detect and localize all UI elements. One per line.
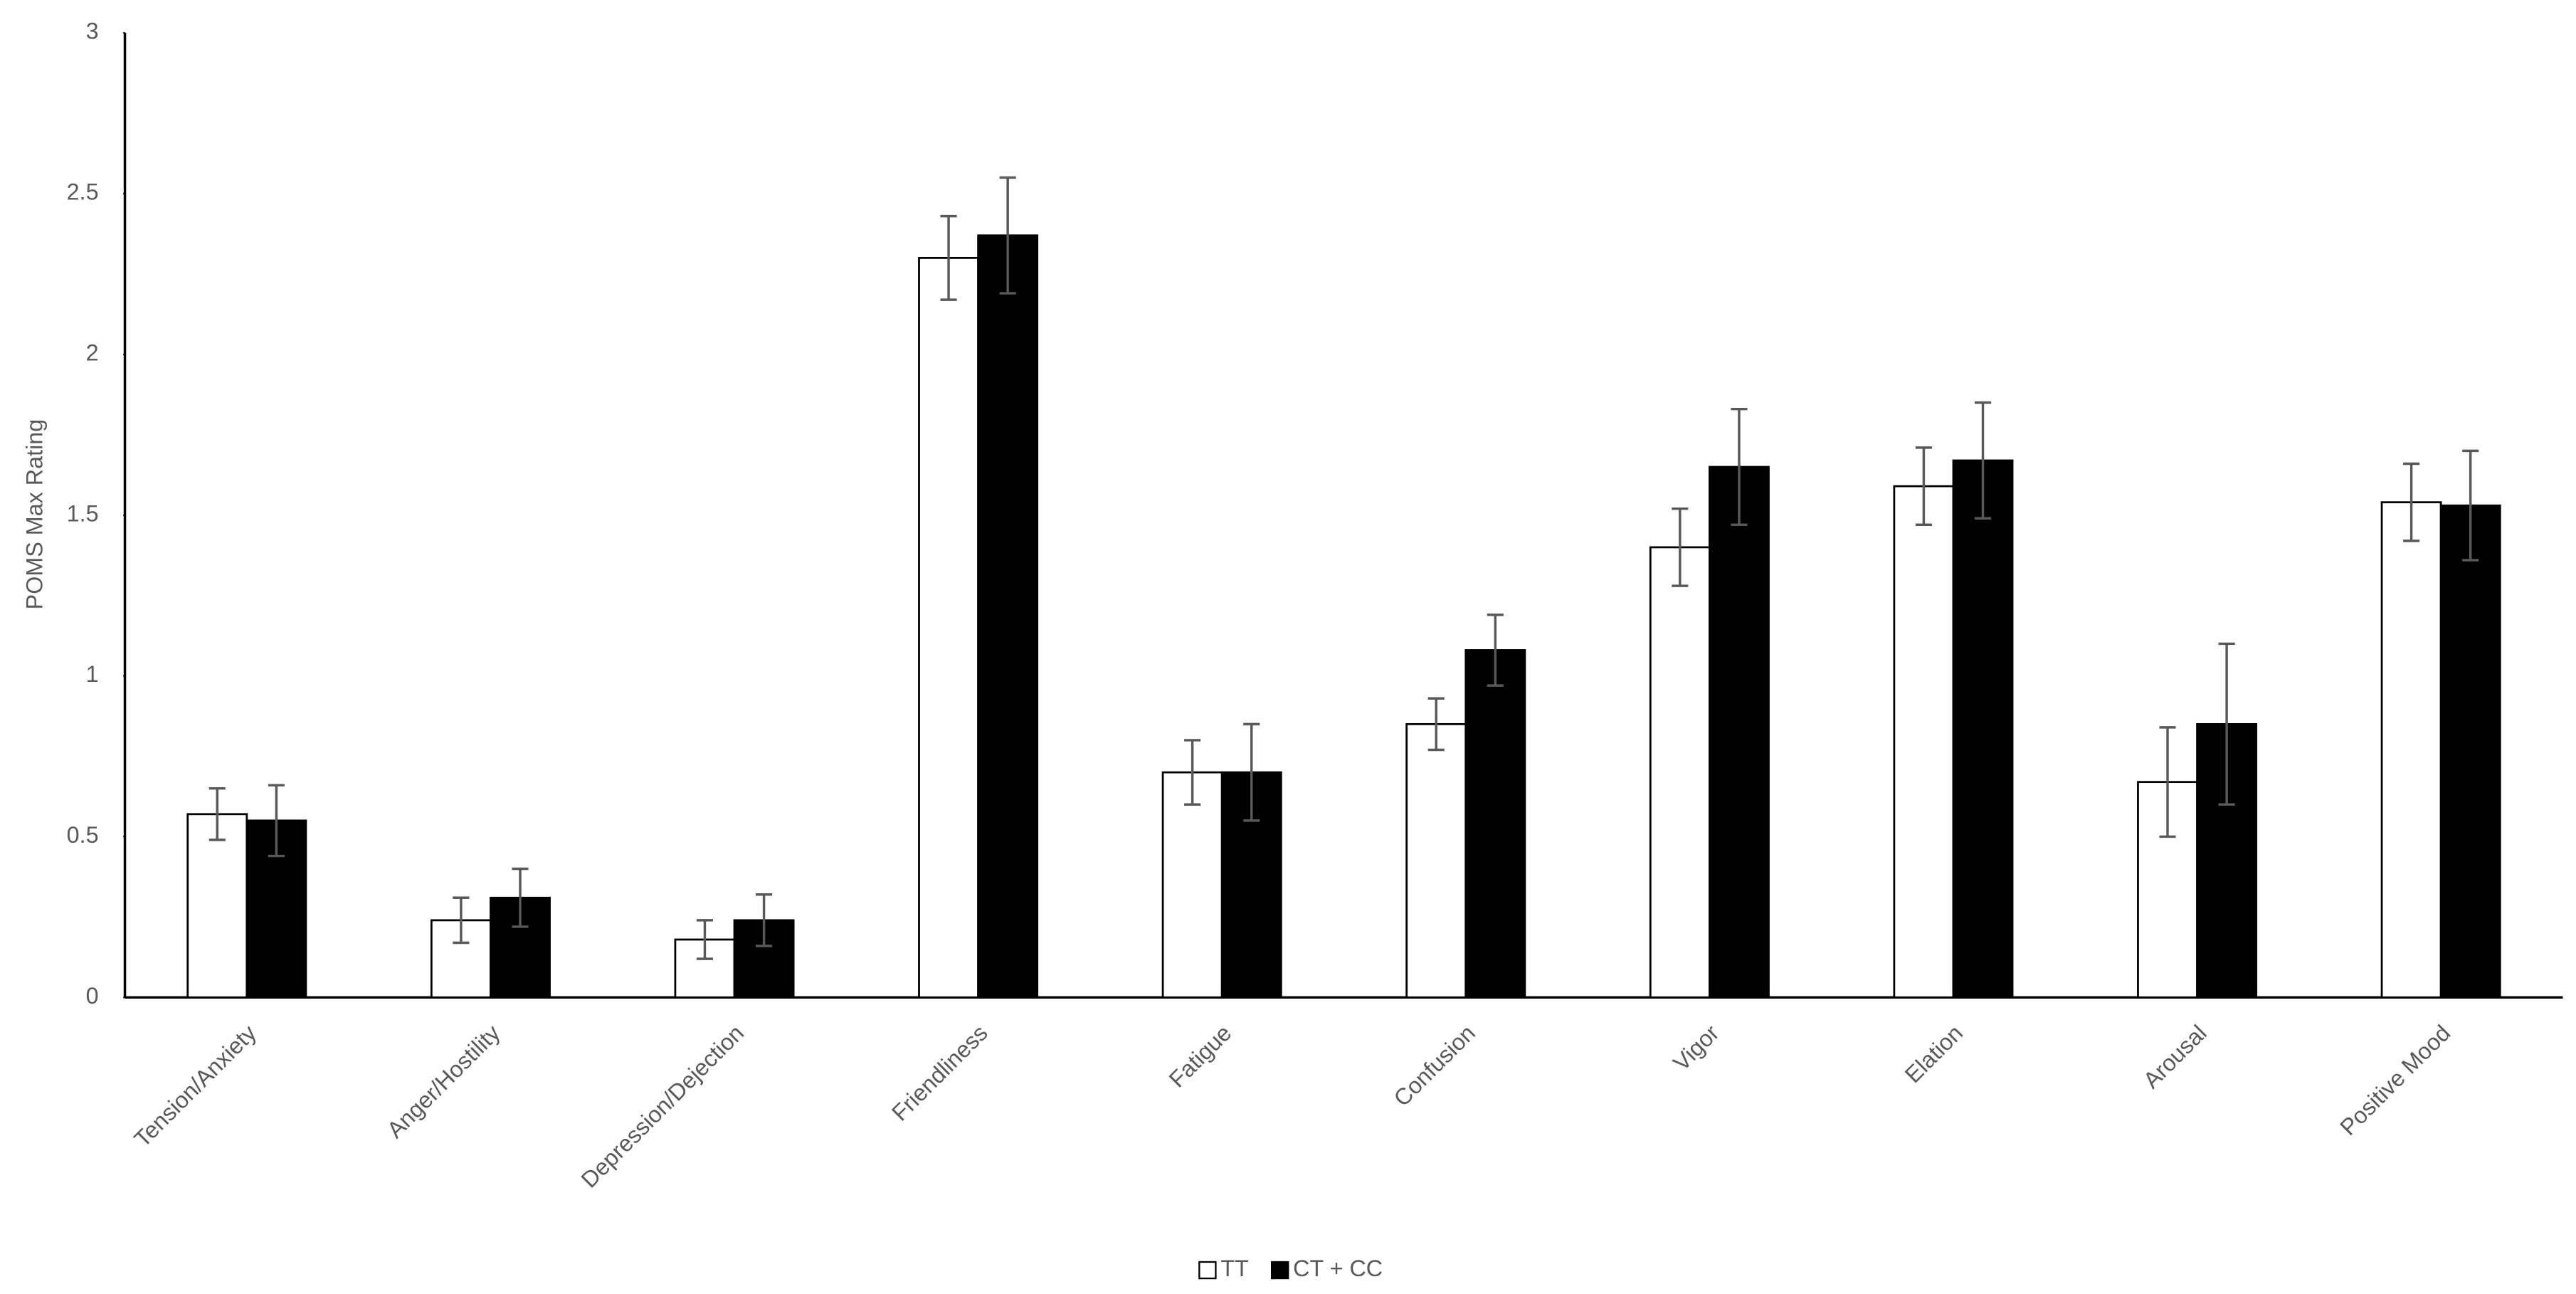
bar bbox=[1161, 771, 1223, 999]
error-bar bbox=[268, 784, 285, 858]
bar bbox=[186, 813, 248, 999]
error-bar bbox=[1731, 407, 1748, 527]
error-bar bbox=[2159, 726, 2176, 838]
bar bbox=[1649, 546, 1711, 999]
error-bar bbox=[1487, 614, 1504, 687]
y-tick-label: 0.5 bbox=[67, 822, 99, 848]
bar bbox=[977, 234, 1039, 999]
y-tick-label: 1.5 bbox=[67, 500, 99, 526]
legend-swatch bbox=[1270, 1261, 1289, 1280]
error-bar bbox=[696, 919, 714, 960]
error-bar bbox=[2218, 642, 2235, 806]
error-bar bbox=[999, 176, 1016, 295]
bar bbox=[918, 256, 979, 999]
y-tick-label: 0 bbox=[86, 983, 99, 1009]
bar bbox=[1893, 485, 1955, 999]
error-bar bbox=[512, 867, 529, 928]
error-bar bbox=[1243, 722, 1260, 822]
error-bar bbox=[208, 787, 226, 841]
bar bbox=[1464, 649, 1526, 999]
bar bbox=[2380, 501, 2442, 999]
error-bar bbox=[2403, 462, 2420, 542]
legend-swatch bbox=[1198, 1261, 1217, 1280]
bar bbox=[1405, 722, 1467, 999]
y-tick-label: 1 bbox=[86, 661, 99, 687]
error-bar bbox=[2462, 449, 2479, 562]
error-bar bbox=[1974, 401, 1992, 520]
error-bar bbox=[756, 893, 773, 947]
bar bbox=[2439, 504, 2501, 999]
error-bar bbox=[1184, 739, 1201, 806]
bar bbox=[1708, 465, 1770, 999]
legend-label: TT bbox=[1220, 1256, 1248, 1281]
error-bar bbox=[453, 896, 470, 945]
error-bar bbox=[940, 214, 957, 301]
error-bar bbox=[1915, 446, 1932, 527]
y-axis-title: POMS Max Rating bbox=[21, 419, 47, 610]
y-tick-label: 3 bbox=[86, 19, 99, 44]
y-tick-label: 2 bbox=[86, 340, 99, 365]
bar bbox=[1952, 459, 2014, 999]
legend-label: CT + CC bbox=[1293, 1256, 1383, 1281]
error-bar bbox=[1427, 697, 1445, 752]
error-bar bbox=[1672, 507, 1689, 587]
y-tick-label: 2.5 bbox=[67, 179, 99, 205]
